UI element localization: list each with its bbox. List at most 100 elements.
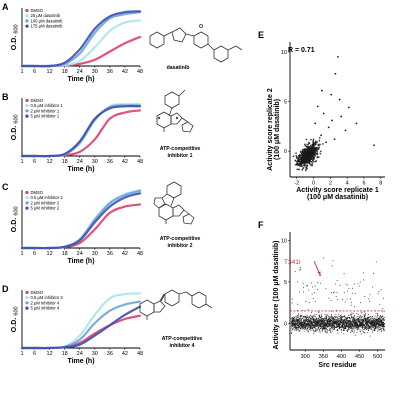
scatter-point xyxy=(315,148,317,150)
scatter-point xyxy=(312,330,315,332)
scatter-point xyxy=(310,317,313,320)
scatter-point xyxy=(324,329,326,331)
scatter-point xyxy=(310,144,312,147)
scatter-point xyxy=(306,317,309,319)
scatter-point xyxy=(348,328,350,330)
scatter-point xyxy=(356,313,358,315)
inhibitor-1-structure-icon xyxy=(156,89,194,133)
scatter-point xyxy=(317,281,319,283)
scatter-point xyxy=(344,301,346,303)
x-tick-label: 12 xyxy=(47,251,53,257)
legend-label-2: 2 μM inhibitor 1 xyxy=(31,108,60,113)
scatter-point xyxy=(320,324,322,327)
scatter-point xyxy=(312,146,315,149)
scatter-point xyxy=(364,332,366,334)
y-axis-title: Activity score (100 μM dasatinib) xyxy=(273,241,280,350)
scatter-point xyxy=(306,143,308,146)
scatter-point xyxy=(298,316,300,318)
x-tick-label: 42 xyxy=(122,251,128,257)
legend-marker-2 xyxy=(25,201,29,205)
legend-label-0: DMSO xyxy=(31,290,44,295)
legend-label-1: 25 μM dasatinib xyxy=(31,13,61,18)
scatter-point xyxy=(351,327,353,329)
scatter-point xyxy=(317,288,319,290)
scatter-point xyxy=(302,291,305,293)
scatter-point xyxy=(328,325,330,327)
scatter-point xyxy=(377,314,379,316)
x-tick-label: 18 xyxy=(62,251,68,257)
scatter-point xyxy=(304,148,306,151)
legend-marker-0 xyxy=(25,98,29,103)
legend-label-3: 5 μM inhibitor 4 xyxy=(31,306,60,311)
scatter-point xyxy=(296,281,298,283)
scatter-point xyxy=(350,331,352,334)
scatter-point xyxy=(338,314,340,316)
scatter-point xyxy=(353,317,355,319)
scatter-point xyxy=(370,318,372,320)
legend-marker-3 xyxy=(25,114,29,118)
scatter-point xyxy=(325,331,327,333)
x-axis-title: Time (h) xyxy=(67,358,94,365)
x-tick-label: 42 xyxy=(122,159,128,165)
scatter-point xyxy=(365,326,367,328)
scatter-point xyxy=(369,325,371,327)
scatter-point xyxy=(313,317,315,319)
scatter-point xyxy=(352,321,354,324)
scatter-point xyxy=(340,320,342,322)
scatter-point xyxy=(316,328,318,330)
scatter-point-outlier xyxy=(325,141,328,144)
scatter-point xyxy=(339,284,341,286)
scatter-point xyxy=(342,327,344,329)
scatter-point xyxy=(319,150,322,153)
scatter-point xyxy=(295,317,297,319)
y-tick-label: 0 xyxy=(284,149,287,155)
scatter-point xyxy=(312,321,314,323)
scatter-point xyxy=(359,281,361,283)
scatter-point xyxy=(311,152,314,155)
y-tick-label: 5 xyxy=(284,280,287,286)
scatter-point xyxy=(303,143,306,146)
x-axis-title: Activity score replicate 1 xyxy=(296,187,379,194)
scatter-point xyxy=(344,326,346,328)
scatter-point xyxy=(306,314,308,317)
scatter-point-outlier xyxy=(373,144,375,147)
scatter-point xyxy=(340,319,342,321)
scatter-point xyxy=(338,315,340,317)
scatter-point xyxy=(305,325,308,327)
scatter-point xyxy=(369,319,371,322)
scatter-point xyxy=(298,323,300,325)
scatter-point xyxy=(300,326,302,328)
scatter-point xyxy=(375,327,377,329)
scatter-point xyxy=(297,155,300,157)
scatter-point xyxy=(310,326,312,328)
scatter-point xyxy=(293,321,295,323)
dasatinib-structure-icon xyxy=(149,24,243,63)
scatter-point xyxy=(295,152,297,155)
scatter-point xyxy=(352,330,354,332)
scatter-point xyxy=(311,164,313,167)
scatter-point xyxy=(347,284,349,286)
scatter-point xyxy=(332,328,334,330)
scatter-point xyxy=(348,327,350,329)
scatter-point xyxy=(335,295,337,298)
scatter-point xyxy=(343,328,345,330)
legend-marker-2 xyxy=(25,301,29,305)
scatter-point xyxy=(333,291,335,293)
scatter-point-outlier xyxy=(316,105,319,108)
scatter-point xyxy=(353,332,355,334)
scatter-point xyxy=(330,332,332,334)
scatter-point xyxy=(309,316,311,318)
scatter-point xyxy=(320,282,322,284)
scatter-point xyxy=(359,330,361,332)
scatter-point xyxy=(307,329,309,331)
scatter-point xyxy=(326,323,328,325)
scatter-point xyxy=(310,282,313,284)
scatter-point xyxy=(295,323,297,325)
legend-marker-2 xyxy=(25,19,29,23)
legend-marker-0 xyxy=(25,290,29,295)
scatter-point xyxy=(294,320,296,322)
x-tick-label: 350 xyxy=(319,354,328,360)
scatter-point xyxy=(350,302,352,304)
scatter-point xyxy=(308,322,310,324)
